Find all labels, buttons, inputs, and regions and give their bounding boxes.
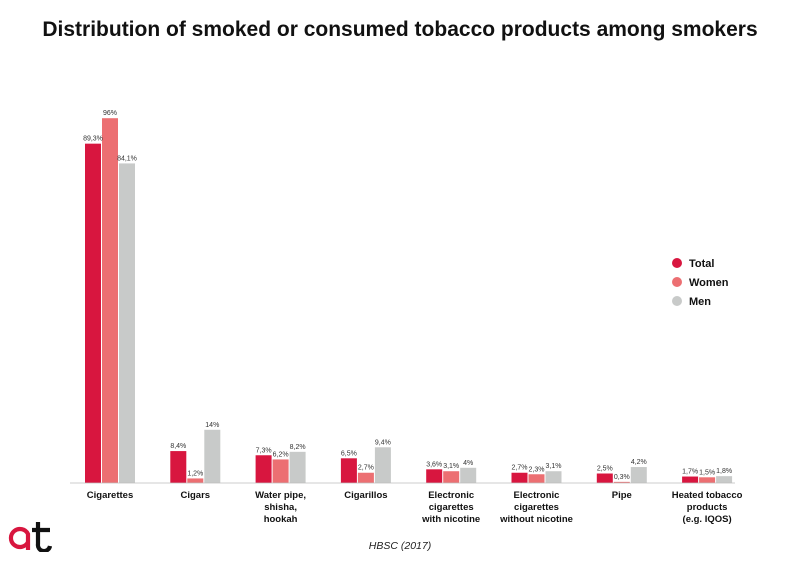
value-label-men-1: 14%	[205, 422, 219, 429]
category-label-2-1: shisha,	[264, 502, 297, 513]
value-label-men-5: 3,1%	[546, 463, 562, 470]
category-label-4-0: Electronic	[428, 490, 474, 501]
value-label-total-7: 1,7%	[682, 469, 698, 476]
chart-title: Distribution of smoked or consumed tobac…	[42, 18, 758, 41]
bars-layer	[85, 118, 733, 484]
value-label-women-2: 6,2%	[273, 451, 289, 458]
legend-label-men: Men	[689, 296, 711, 308]
bar-men-4	[460, 467, 477, 483]
bar-men-1	[204, 429, 221, 483]
bar-women-7	[699, 477, 716, 483]
value-label-men-6: 4,2%	[631, 459, 647, 466]
source-note: HBSC (2017)	[368, 540, 432, 552]
category-label-5-0: Electronic	[514, 490, 560, 501]
value-label-total-2: 7,3%	[256, 447, 272, 454]
value-label-total-0: 89,3%	[83, 136, 103, 143]
legend-swatch-men	[672, 296, 682, 306]
bar-total-6	[596, 473, 613, 483]
value-labels-layer: 89,3% 96% 84,1% 8,4% 1,2% 14% 7,3%6,2%8,2% 6,5%…	[83, 110, 732, 481]
bar-men-6	[630, 467, 647, 483]
bar-total-4	[426, 469, 443, 483]
category-label-7-0: Heated tobacco	[672, 490, 743, 501]
value-label-men-3: 9,4%	[375, 439, 391, 446]
value-label-total-1: 8,4%	[170, 443, 186, 450]
value-label-women-1: 1,2%	[187, 470, 203, 477]
legend-swatch-women	[672, 277, 682, 287]
category-label-7-2: (e.g. IQOS)	[683, 514, 732, 525]
value-label-total-5: 2,7%	[512, 465, 528, 472]
bar-total-2	[255, 455, 272, 483]
category-label-6-0: Pipe	[612, 490, 632, 501]
value-label-men-0: 84,1%	[117, 155, 137, 162]
value-label-total-3: 6,5%	[341, 450, 357, 457]
category-label-0-0: Cigarettes	[87, 490, 133, 501]
legend: Total Women Men	[672, 258, 729, 308]
category-label-1-0: Cigars	[181, 490, 211, 501]
bar-men-0	[119, 163, 135, 484]
bar-men-2	[289, 451, 306, 483]
category-label-2-0: Water pipe,	[255, 490, 306, 501]
value-label-men-7: 1,8%	[716, 468, 732, 475]
category-label-5-2: without nicotine	[499, 514, 573, 525]
bar-men-3	[374, 447, 391, 483]
legend-label-women: Women	[689, 277, 729, 289]
bar-total-3	[340, 458, 357, 483]
category-label-2-2: hookah	[264, 514, 298, 525]
category-label-3-0: Cigarillos	[344, 490, 387, 501]
value-label-women-0: 96%	[103, 110, 117, 117]
legend-swatch-total	[672, 258, 682, 268]
bar-women-2	[272, 459, 289, 483]
bar-women-0	[102, 118, 118, 483]
bar-women-6	[613, 481, 630, 483]
legend-label-total: Total	[689, 258, 714, 270]
category-label-4-1: cigarettes	[429, 502, 474, 513]
category-labels-layer: Cigarettes Cigars Water pipe,shisha,hookah…	[87, 490, 743, 525]
category-label-5-1: cigarettes	[514, 502, 559, 513]
value-label-women-3: 2,7%	[358, 465, 374, 472]
bar-women-1	[187, 478, 204, 483]
bar-total-5	[511, 472, 528, 483]
value-label-women-5: 2,3%	[529, 466, 545, 473]
value-label-women-6: 0,3%	[614, 474, 630, 481]
value-label-men-2: 8,2%	[290, 444, 306, 451]
bar-women-3	[357, 472, 374, 483]
category-label-4-2: with nicotine	[421, 514, 480, 525]
value-label-total-4: 3,6%	[426, 461, 442, 468]
bar-men-7	[716, 476, 733, 483]
bar-total-7	[682, 476, 699, 483]
bar-women-5	[528, 474, 545, 483]
bar-women-4	[443, 471, 460, 483]
bar-total-0	[85, 143, 101, 483]
value-label-total-6: 2,5%	[597, 466, 613, 473]
value-label-men-4: 4%	[463, 460, 473, 467]
value-label-women-7: 1,5%	[699, 469, 715, 476]
category-label-7-1: products	[687, 502, 728, 513]
value-label-women-4: 3,1%	[443, 463, 459, 470]
at-logo-icon	[8, 522, 52, 552]
bar-total-1	[170, 451, 187, 483]
bar-men-5	[545, 471, 562, 483]
